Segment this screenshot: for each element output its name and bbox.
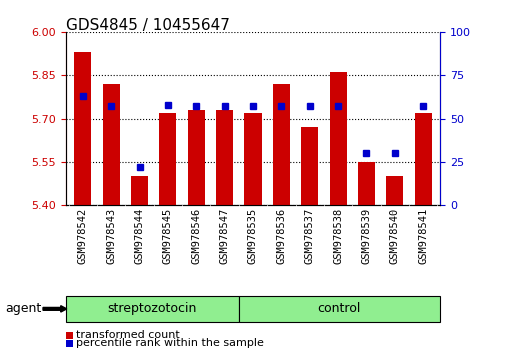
Text: GSM978537: GSM978537: [304, 208, 314, 264]
Text: GSM978538: GSM978538: [332, 208, 342, 264]
Bar: [131, 176, 148, 205]
Text: GSM978545: GSM978545: [163, 208, 173, 264]
Text: GSM978547: GSM978547: [219, 208, 229, 264]
Bar: [414, 113, 431, 205]
Text: transformed count: transformed count: [76, 330, 179, 340]
Text: GSM978546: GSM978546: [191, 208, 201, 264]
Bar: [385, 176, 402, 205]
Text: GSM978542: GSM978542: [78, 208, 88, 264]
Text: streptozotocin: streptozotocin: [107, 302, 196, 315]
Bar: [74, 52, 91, 205]
Text: GSM978544: GSM978544: [134, 208, 144, 264]
Bar: [272, 84, 289, 205]
Bar: [244, 113, 261, 205]
Bar: [187, 110, 205, 205]
Text: GSM978536: GSM978536: [276, 208, 286, 264]
Text: GSM978541: GSM978541: [417, 208, 427, 264]
Text: control: control: [317, 302, 361, 315]
Bar: [300, 127, 318, 205]
Text: GSM978539: GSM978539: [361, 208, 371, 264]
Bar: [216, 110, 233, 205]
Bar: [357, 162, 374, 205]
Text: GSM978543: GSM978543: [106, 208, 116, 264]
Text: agent: agent: [5, 302, 41, 315]
Text: GSM978540: GSM978540: [389, 208, 399, 264]
Text: GDS4845 / 10455647: GDS4845 / 10455647: [66, 18, 229, 33]
Bar: [329, 72, 346, 205]
Text: percentile rank within the sample: percentile rank within the sample: [76, 338, 263, 348]
Bar: [159, 113, 176, 205]
Text: GSM978535: GSM978535: [247, 208, 258, 264]
Bar: [103, 84, 120, 205]
